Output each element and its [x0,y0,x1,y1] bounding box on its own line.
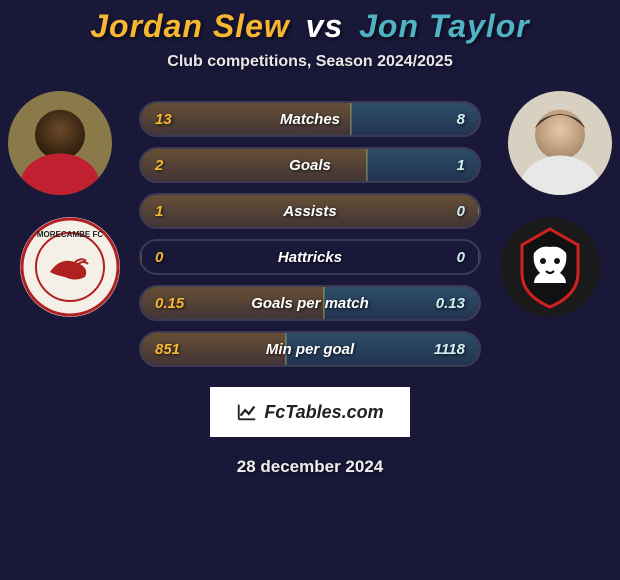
stat-fill-right [478,195,479,227]
avatar-placeholder-icon [8,91,112,195]
stat-value-right: 1118 [434,341,465,358]
avatar-placeholder-icon [508,91,612,195]
stat-value-left: 1 [155,203,163,220]
stat-row: 1 Assists 0 [139,193,481,229]
stat-label: Hattricks [278,249,342,266]
club-badge-left: MORECAMBE FC [20,217,120,317]
stat-value-left: 0.15 [155,295,184,312]
stat-value-right: 1 [457,157,465,174]
club-crest-icon [500,217,600,317]
stat-label: Goals [289,157,331,174]
stat-value-right: 0 [457,249,465,266]
stat-value-left: 13 [155,111,172,128]
subtitle: Club competitions, Season 2024/2025 [167,53,452,71]
vs-label: vs [306,8,344,44]
stat-value-right: 0 [457,203,465,220]
stat-row: 0 Hattricks 0 [139,239,481,275]
stat-row: 13 Matches 8 [139,101,481,137]
svg-text:MORECAMBE FC: MORECAMBE FC [37,230,103,239]
stat-value-left: 2 [155,157,163,174]
stat-value-left: 851 [155,341,180,358]
date-label: 28 december 2024 [237,457,384,477]
stats-area: MORECAMBE FC 13Matches82Goals11Assists00… [0,101,620,377]
stat-label: Goals per match [251,295,369,312]
chart-line-icon [236,401,258,423]
stat-row: 2 Goals 1 [139,147,481,183]
stat-fill-left [141,149,367,181]
player2-name: Jon Taylor [359,8,530,44]
brand-box[interactable]: FcTables.com [210,387,410,437]
stat-fill-left [141,241,142,273]
player-avatar-right [508,91,612,195]
player1-name: Jordan Slew [90,8,290,44]
club-crest-icon: MORECAMBE FC [20,217,120,317]
stat-value-right: 0.13 [436,295,465,312]
stat-value-left: 0 [155,249,163,266]
stat-row: 0.15 Goals per match 0.13 [139,285,481,321]
stat-row: 851 Min per goal 1118 [139,331,481,367]
stat-rows: 13 Matches 8 2 Goals 1 1 Assists 0 0 Hattricks 0 0.1… [139,101,481,377]
stat-label: Matches [280,111,340,128]
player-avatar-left [8,91,112,195]
stat-fill-right [478,241,479,273]
stat-label: Min per goal [266,341,354,358]
page-title: Jordan Slew vs Jon Taylor [90,8,530,45]
stat-label: Assists [283,203,336,220]
comparison-card: Jordan Slew vs Jon Taylor Club competiti… [0,0,620,580]
stat-value-right: 8 [457,111,465,128]
club-badge-right [500,217,600,317]
brand-text: FcTables.com [264,402,383,423]
